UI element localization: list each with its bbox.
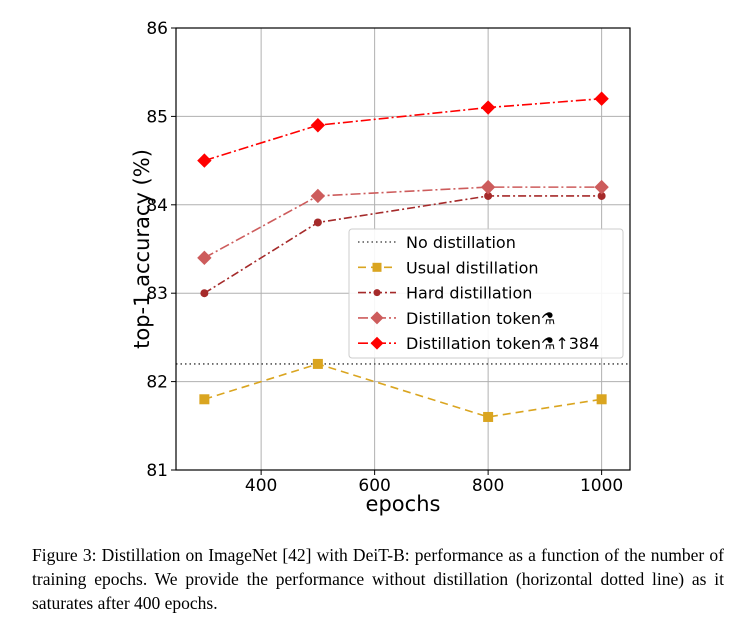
legend-entry: Distillation token⚗↑384: [358, 334, 599, 353]
legend-label: No distillation: [406, 233, 516, 252]
series-line: [204, 97, 602, 162]
y-tick-label: 84: [146, 196, 168, 216]
data-point: [200, 289, 209, 298]
legend-swatch-marker: [370, 336, 384, 350]
data-point: [597, 191, 606, 200]
x-tick-label: 400: [245, 476, 277, 496]
legend-swatch-marker: [373, 289, 381, 297]
data-point: [310, 118, 326, 133]
legend-box: [348, 228, 624, 359]
data-point: [197, 250, 212, 266]
data-point: [197, 153, 212, 168]
legend-swatch-marker: [372, 262, 382, 272]
data-point: [480, 100, 496, 115]
legend-entry: Hard distillation: [358, 284, 532, 303]
x-axis-label: epochs: [366, 492, 441, 516]
series-3: [197, 91, 609, 168]
y-tick-label: 82: [146, 373, 168, 393]
data-point: [594, 179, 609, 195]
y-tick-label: 83: [146, 284, 168, 304]
legend-entry: Distillation token⚗: [358, 309, 555, 328]
data-point: [480, 179, 496, 195]
legend-label: Hard distillation: [406, 284, 532, 303]
x-tick-label: 800: [472, 476, 504, 496]
data-point: [312, 358, 323, 369]
y-tick-label: 85: [146, 107, 168, 127]
ticks: 400 600 800 1000 81 82 83 84 85 86: [146, 19, 623, 496]
series-1: [200, 191, 606, 298]
legend-swatch-marker: [370, 311, 384, 325]
x-tick-label: 600: [358, 476, 390, 496]
y-tick-label: 86: [146, 19, 168, 39]
y-tick-label: 81: [146, 461, 168, 481]
series-line: [203, 186, 602, 259]
legend-entry: Usual distillation: [358, 258, 539, 277]
data-point: [484, 191, 493, 200]
data-point: [199, 394, 210, 405]
legend-label: Distillation token⚗↑384: [406, 334, 599, 353]
x-tick-label: 1000: [580, 476, 623, 496]
legend: No distillation Usual distillation Hard di…: [348, 228, 624, 359]
legend-label: Usual distillation: [406, 258, 539, 277]
series-line: [203, 195, 602, 294]
plot-frame: [175, 27, 631, 471]
distillation-chart: 400 600 800 1000 81 82 83 84 85 86 epochs top-1 a…: [130, 19, 631, 516]
series-line: [204, 363, 602, 418]
data-point: [310, 188, 326, 204]
data-point: [596, 394, 607, 405]
data-point: [594, 91, 609, 106]
legend-entry: No distillation: [358, 233, 516, 252]
series-layer: [197, 91, 609, 422]
series-2: [197, 179, 609, 266]
legend-label: Distillation token⚗: [406, 309, 555, 328]
y-axis-label: top-1 accuracy (%): [130, 149, 154, 349]
series-0: [199, 358, 607, 422]
figure-caption: Figure 3: Distillation on ImageNet [42] …: [32, 545, 724, 613]
data-point: [313, 218, 322, 227]
data-point: [483, 411, 494, 422]
